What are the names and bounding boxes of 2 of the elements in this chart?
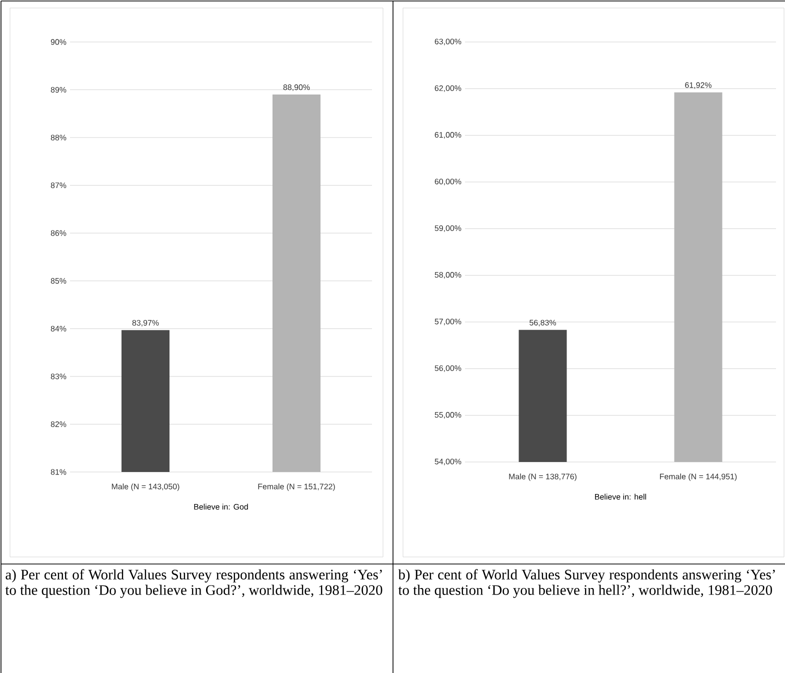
text: b) Per cent of World Values Survey respondents answering ‘Yes’ to the question ‘Do you believe in hell?’, worldwide, 1981–2020 (398, 569, 775, 598)
text: a) Per cent of World Values Survey respondents answering ‘Yes’ to the question ‘Do you believe in God?’, worldwide, 1981–2020 (5, 569, 382, 598)
